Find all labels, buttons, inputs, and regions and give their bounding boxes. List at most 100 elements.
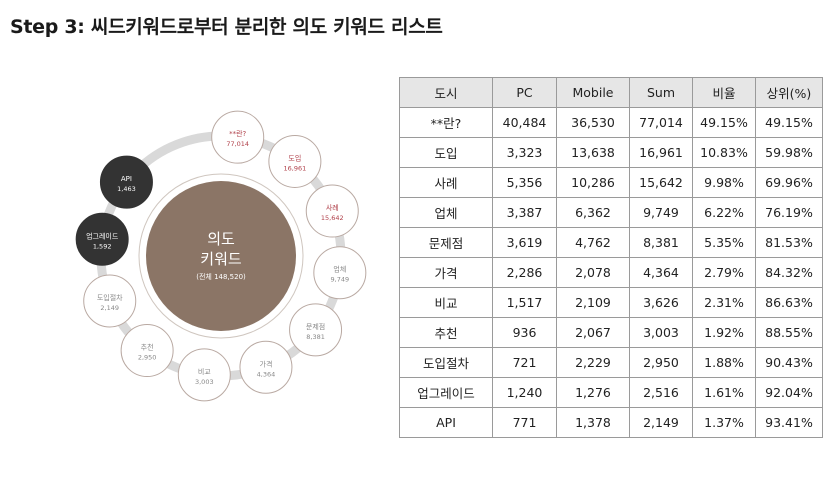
keyword-node-value: 15,642 bbox=[321, 214, 344, 222]
cell-mobile: 1,276 bbox=[556, 377, 630, 408]
cell-ratio: 49.15% bbox=[692, 107, 756, 138]
table-row: 문제점 3,619 4,762 8,381 5.35% 81.53% bbox=[399, 227, 823, 258]
cell-ratio: 10.83% bbox=[692, 137, 756, 168]
cell-pc: 3,619 bbox=[492, 227, 557, 258]
cell-sum: 9,749 bbox=[629, 197, 693, 228]
cell-pc: 40,484 bbox=[492, 107, 557, 138]
center-total: (전체 148,520) bbox=[196, 272, 246, 281]
cell-keyword: 업체 bbox=[399, 197, 493, 228]
cell-cumulative: 81.53% bbox=[755, 227, 823, 258]
keyword-node bbox=[120, 324, 174, 378]
cell-sum: 8,381 bbox=[629, 227, 693, 258]
page-title: Step 3: 씨드키워드로부터 분리한 의도 키워드 리스트 bbox=[10, 16, 443, 38]
keyword-node-name: 도입절차 bbox=[97, 293, 123, 302]
keyword-node bbox=[305, 184, 359, 238]
table-row: 도입절차 721 2,229 2,950 1.88% 90.43% bbox=[399, 347, 823, 378]
keyword-node-name: 업체 bbox=[333, 266, 346, 274]
keyword-node-name: 도입 bbox=[288, 154, 301, 162]
keyword-node-name: 가격 bbox=[260, 359, 273, 368]
cell-pc: 721 bbox=[492, 347, 557, 378]
keyword-node bbox=[289, 303, 343, 357]
cell-ratio: 1.37% bbox=[692, 407, 756, 438]
cell-keyword: 사례 bbox=[399, 167, 493, 198]
cell-pc: 1,240 bbox=[492, 377, 557, 408]
cell-ratio: 5.35% bbox=[692, 227, 756, 258]
cell-pc: 2,286 bbox=[492, 257, 557, 288]
cell-pc: 5,356 bbox=[492, 167, 557, 198]
cell-mobile: 4,762 bbox=[556, 227, 630, 258]
keyword-node-value: 9,749 bbox=[331, 276, 350, 284]
cell-sum: 15,642 bbox=[629, 167, 693, 198]
cell-mobile: 6,362 bbox=[556, 197, 630, 228]
cell-keyword: 비교 bbox=[399, 287, 493, 318]
cell-keyword: 문제점 bbox=[399, 227, 493, 258]
center-label-line1: 의도 bbox=[207, 230, 235, 248]
cell-mobile: 2,109 bbox=[556, 287, 630, 318]
keyword-node-value: 3,003 bbox=[195, 378, 214, 386]
header-keyword: 도시 bbox=[399, 77, 493, 108]
header-ratio: 비율 bbox=[692, 77, 756, 108]
keyword-node-name: 업그레이드 bbox=[86, 231, 119, 240]
cell-ratio: 1.88% bbox=[692, 347, 756, 378]
keyword-node bbox=[211, 110, 265, 164]
cell-ratio: 9.98% bbox=[692, 167, 756, 198]
keyword-node-value: 1,592 bbox=[93, 242, 112, 250]
cell-mobile: 1,378 bbox=[556, 407, 630, 438]
cell-ratio: 1.61% bbox=[692, 377, 756, 408]
cell-cumulative: 69.96% bbox=[755, 167, 823, 198]
keyword-node-name: 비교 bbox=[198, 367, 211, 376]
table-row: 도입 3,323 13,638 16,961 10.83% 59.98% bbox=[399, 137, 823, 168]
cell-cumulative: 49.15% bbox=[755, 107, 823, 138]
cell-ratio: 2.79% bbox=[692, 257, 756, 288]
keyword-node-value: 2,950 bbox=[138, 354, 157, 362]
table-header-row: 도시 PC Mobile Sum 비율 상위(%) bbox=[399, 77, 823, 108]
keyword-node-name: 사례 bbox=[326, 203, 339, 212]
cell-ratio: 6.22% bbox=[692, 197, 756, 228]
table-row: 사례 5,356 10,286 15,642 9.98% 69.96% bbox=[399, 167, 823, 198]
table-row: 추천 936 2,067 3,003 1.92% 88.55% bbox=[399, 317, 823, 348]
cell-keyword: **란? bbox=[399, 107, 493, 138]
cell-keyword: 가격 bbox=[399, 257, 493, 288]
header-mobile: Mobile bbox=[556, 77, 630, 108]
header-pc: PC bbox=[492, 77, 557, 108]
cell-mobile: 2,078 bbox=[556, 257, 630, 288]
keyword-table: 도시 PC Mobile Sum 비율 상위(%) **란? 40,484 36,5… bbox=[399, 77, 823, 438]
keyword-node-name: 문제점 bbox=[306, 323, 325, 331]
cell-pc: 3,323 bbox=[492, 137, 557, 168]
cell-sum: 4,364 bbox=[629, 257, 693, 288]
table-row: 업체 3,387 6,362 9,749 6.22% 76.19% bbox=[399, 197, 823, 228]
cell-sum: 3,626 bbox=[629, 287, 693, 318]
cell-sum: 2,516 bbox=[629, 377, 693, 408]
keyword-node-name: API bbox=[121, 175, 132, 183]
keyword-node-value: 2,149 bbox=[100, 304, 119, 312]
cell-mobile: 13,638 bbox=[556, 137, 630, 168]
cell-keyword: 도입 bbox=[399, 137, 493, 168]
center-circle bbox=[146, 181, 296, 331]
cell-mobile: 36,530 bbox=[556, 107, 630, 138]
table-row: API 771 1,378 2,149 1.37% 93.41% bbox=[399, 407, 823, 438]
cell-cumulative: 86.63% bbox=[755, 287, 823, 318]
cell-keyword: 도입절차 bbox=[399, 347, 493, 378]
cell-ratio: 2.31% bbox=[692, 287, 756, 318]
keyword-node-value: 8,381 bbox=[306, 333, 325, 341]
keyword-node bbox=[313, 246, 367, 300]
keyword-node-value: 1,463 bbox=[117, 185, 136, 193]
cell-cumulative: 90.43% bbox=[755, 347, 823, 378]
keyword-node-value: 4,364 bbox=[257, 370, 276, 378]
header-sum: Sum bbox=[629, 77, 693, 108]
center-label-line2: 키워드 bbox=[200, 250, 242, 268]
keyword-node bbox=[268, 134, 322, 188]
keyword-node bbox=[99, 155, 153, 209]
cell-sum: 2,950 bbox=[629, 347, 693, 378]
cell-mobile: 2,229 bbox=[556, 347, 630, 378]
keyword-node-value: 16,961 bbox=[284, 164, 307, 172]
cell-sum: 3,003 bbox=[629, 317, 693, 348]
keyword-node bbox=[75, 212, 129, 266]
cell-pc: 1,517 bbox=[492, 287, 557, 318]
cell-cumulative: 76.19% bbox=[755, 197, 823, 228]
table-row: 가격 2,286 2,078 4,364 2.79% 84.32% bbox=[399, 257, 823, 288]
cell-keyword: 업그레이드 bbox=[399, 377, 493, 408]
cell-cumulative: 84.32% bbox=[755, 257, 823, 288]
table-row: **란? 40,484 36,530 77,014 49.15% 49.15% bbox=[399, 107, 823, 138]
